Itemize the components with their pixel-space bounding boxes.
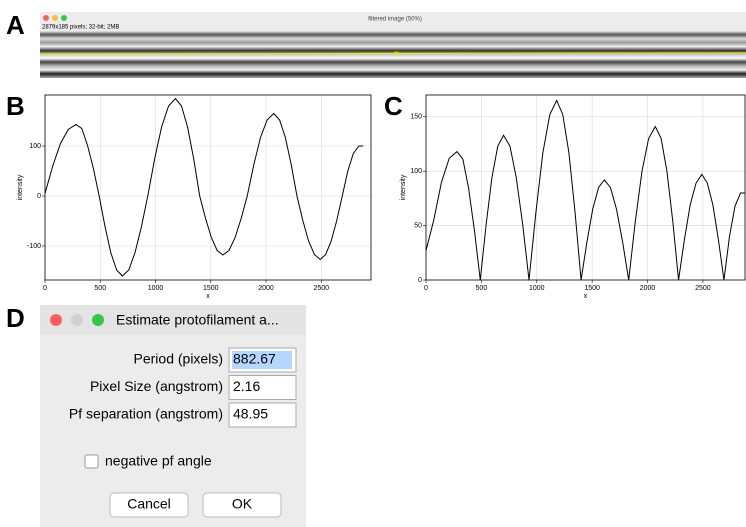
y-tick-label: 0 bbox=[418, 277, 422, 284]
checkbox[interactable] bbox=[84, 454, 99, 469]
field-value: 48.95 bbox=[233, 406, 268, 422]
x-tick-label: 0 bbox=[424, 285, 428, 292]
ok-button[interactable] bbox=[202, 492, 282, 518]
plot-frame bbox=[425, 94, 746, 281]
text-field[interactable] bbox=[228, 402, 297, 428]
field-label: Pixel Size (angstrom) bbox=[90, 378, 223, 394]
panel-label: D bbox=[6, 303, 25, 333]
data-line bbox=[44, 97, 364, 277]
x-tick-label: 2500 bbox=[313, 285, 329, 292]
image-info: 2879x185 pixels; 32-bit; 2MB bbox=[42, 25, 119, 31]
y-tick-label: 100 bbox=[29, 143, 41, 150]
text-field[interactable] bbox=[228, 375, 297, 400]
y-tick-label: 100 bbox=[410, 168, 422, 175]
x-tick-label: 1000 bbox=[529, 285, 545, 292]
cancel-button[interactable] bbox=[109, 492, 189, 518]
fields: Period (pixels) 882.67 Pixel Size (angstro… bbox=[69, 347, 297, 428]
y-axis-label: intensity bbox=[17, 174, 24, 200]
panel-label: C bbox=[384, 91, 403, 121]
close-button[interactable] bbox=[43, 15, 49, 21]
y-tick-label: 50 bbox=[414, 222, 422, 229]
field-label: Period (pixels) bbox=[134, 351, 223, 367]
filtered-image bbox=[40, 31, 746, 78]
zoom-button[interactable] bbox=[61, 15, 67, 21]
line-handle bbox=[394, 51, 399, 56]
dialog-titlebar bbox=[40, 305, 306, 335]
field-label: Pf separation (angstrom) bbox=[69, 406, 223, 422]
data-line bbox=[425, 99, 745, 281]
field-value: 882.67 bbox=[233, 351, 276, 367]
panel-label: B bbox=[6, 91, 25, 121]
x-tick-label: 500 bbox=[476, 285, 488, 292]
x-tick-label: 0 bbox=[43, 285, 47, 292]
minimize-button[interactable] bbox=[71, 314, 83, 326]
button-label: Cancel bbox=[127, 496, 171, 512]
dialog-title: Estimate protofilament a... bbox=[116, 312, 279, 328]
y-tick-label: -100 bbox=[27, 243, 41, 250]
selection-line bbox=[39, 52, 746, 55]
field-value: 2.16 bbox=[233, 378, 260, 394]
x-tick-label: 2500 bbox=[695, 285, 711, 292]
plot-area bbox=[45, 95, 371, 280]
checkbox-label: negative pf angle bbox=[105, 453, 212, 469]
zoom-button[interactable] bbox=[92, 314, 104, 326]
x-tick-label: 2000 bbox=[640, 285, 656, 292]
x-axis-label: x bbox=[584, 293, 588, 300]
panel-label: A bbox=[6, 10, 25, 40]
selection-highlight bbox=[232, 351, 292, 369]
x-tick-label: 1000 bbox=[148, 285, 164, 292]
window-title: filtered image (50%) bbox=[368, 17, 422, 23]
close-button[interactable] bbox=[50, 314, 62, 326]
minimize-button[interactable] bbox=[52, 15, 58, 21]
y-axis-label: intensity bbox=[400, 174, 407, 200]
button-label: OK bbox=[232, 496, 253, 512]
y-tick-label: 150 bbox=[410, 114, 422, 121]
y-tick-label: 0 bbox=[37, 193, 41, 200]
x-tick-label: 1500 bbox=[584, 285, 600, 292]
plot-frame bbox=[44, 94, 372, 281]
x-tick-label: 1500 bbox=[203, 285, 219, 292]
x-tick-label: 2000 bbox=[258, 285, 274, 292]
x-tick-label: 500 bbox=[94, 285, 106, 292]
x-axis-label: x bbox=[206, 293, 210, 300]
